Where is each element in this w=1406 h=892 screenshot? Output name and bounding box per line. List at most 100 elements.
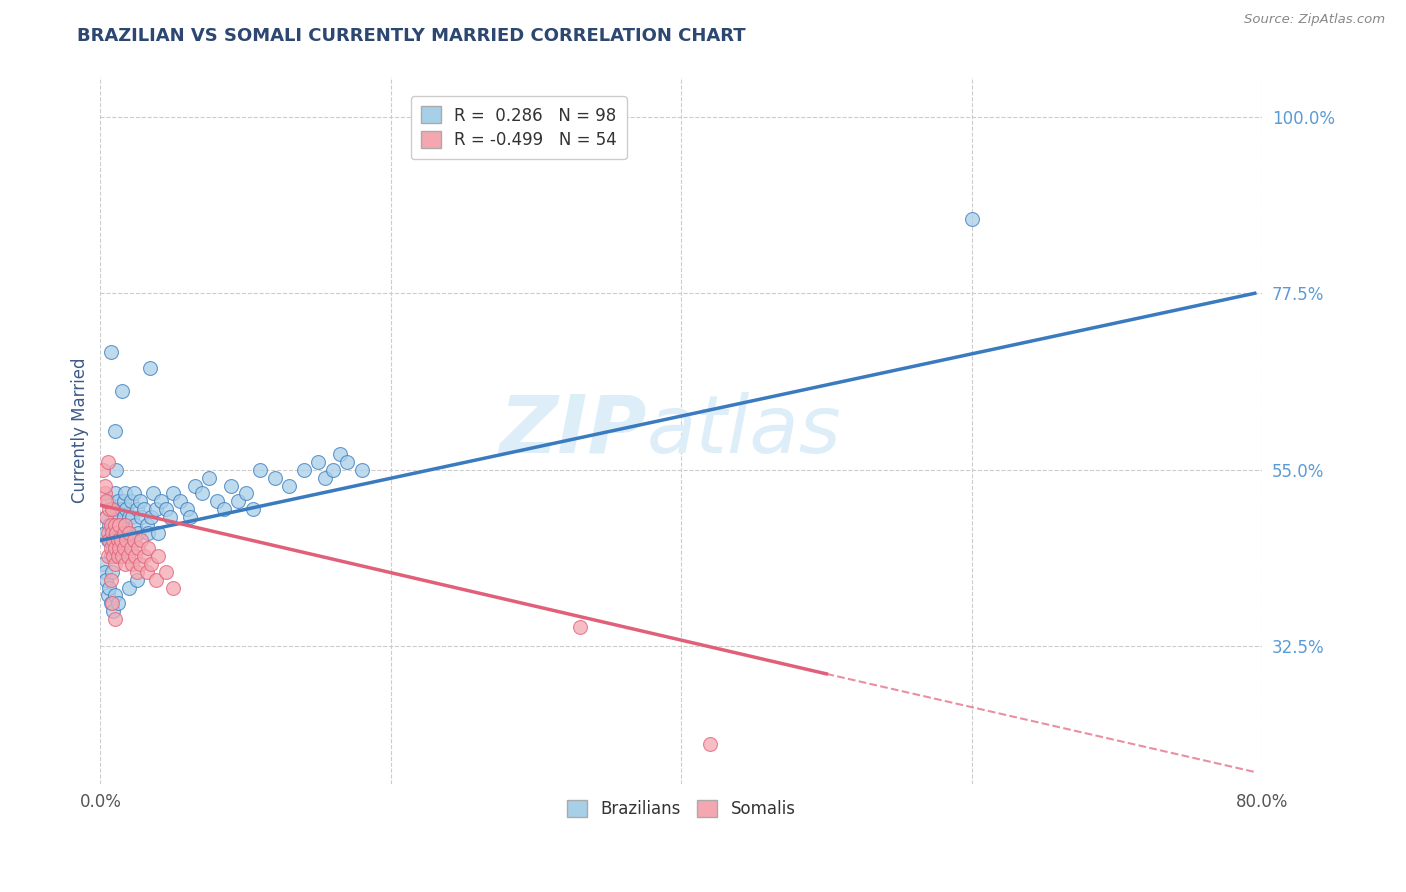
- Point: [96, 494, 118, 508]
- Point: [107, 596, 129, 610]
- Point: [112, 541, 135, 556]
- Text: atlas: atlas: [647, 392, 841, 469]
- Point: [129, 533, 152, 548]
- Point: [101, 596, 124, 610]
- Point: [159, 509, 181, 524]
- Point: [118, 525, 141, 540]
- Point: [155, 565, 177, 579]
- Point: [124, 517, 146, 532]
- Point: [110, 533, 132, 548]
- Point: [169, 494, 191, 508]
- Point: [105, 533, 128, 548]
- Point: [105, 525, 128, 540]
- Point: [100, 345, 122, 359]
- Point: [104, 557, 127, 571]
- Point: [122, 486, 145, 500]
- Point: [111, 549, 134, 563]
- Point: [100, 541, 122, 556]
- Point: [115, 533, 138, 548]
- Point: [350, 463, 373, 477]
- Point: [128, 494, 150, 508]
- Point: [101, 525, 124, 540]
- Point: [314, 471, 336, 485]
- Point: [120, 494, 142, 508]
- Point: [112, 494, 135, 508]
- Text: ZIP: ZIP: [499, 392, 647, 469]
- Point: [117, 533, 139, 548]
- Point: [117, 549, 139, 563]
- Point: [110, 517, 132, 532]
- Point: [960, 211, 983, 226]
- Point: [118, 509, 141, 524]
- Point: [103, 541, 125, 556]
- Point: [96, 509, 118, 524]
- Point: [148, 525, 170, 540]
- Point: [91, 557, 114, 571]
- Point: [111, 549, 134, 563]
- Point: [226, 494, 249, 508]
- Point: [107, 533, 129, 548]
- Point: [112, 525, 135, 540]
- Point: [135, 517, 157, 532]
- Point: [91, 463, 114, 477]
- Point: [115, 502, 138, 516]
- Point: [104, 424, 127, 438]
- Point: [135, 565, 157, 579]
- Point: [101, 502, 124, 516]
- Point: [100, 517, 122, 532]
- Point: [98, 517, 121, 532]
- Point: [125, 565, 148, 579]
- Text: Source: ZipAtlas.com: Source: ZipAtlas.com: [1244, 13, 1385, 27]
- Point: [110, 533, 132, 548]
- Point: [132, 502, 155, 516]
- Point: [101, 525, 124, 540]
- Point: [141, 557, 163, 571]
- Point: [108, 517, 131, 532]
- Point: [249, 463, 271, 477]
- Point: [132, 549, 155, 563]
- Point: [96, 509, 118, 524]
- Point: [307, 455, 329, 469]
- Point: [235, 486, 257, 500]
- Point: [105, 549, 128, 563]
- Point: [263, 471, 285, 485]
- Point: [104, 612, 127, 626]
- Point: [97, 455, 120, 469]
- Y-axis label: Currently Married: Currently Married: [72, 358, 89, 503]
- Point: [105, 502, 128, 516]
- Point: [191, 486, 214, 500]
- Point: [104, 525, 127, 540]
- Point: [219, 478, 242, 492]
- Point: [97, 533, 120, 548]
- Point: [107, 533, 129, 548]
- Point: [120, 541, 142, 556]
- Point: [118, 581, 141, 595]
- Point: [145, 502, 167, 516]
- Point: [93, 565, 115, 579]
- Point: [112, 533, 135, 548]
- Point: [111, 502, 134, 516]
- Point: [111, 384, 134, 399]
- Point: [162, 486, 184, 500]
- Point: [107, 549, 129, 563]
- Point: [155, 502, 177, 516]
- Point: [105, 463, 128, 477]
- Point: [100, 549, 122, 563]
- Point: [128, 557, 150, 571]
- Point: [568, 620, 591, 634]
- Point: [129, 509, 152, 524]
- Point: [138, 360, 160, 375]
- Point: [98, 533, 121, 548]
- Point: [179, 509, 201, 524]
- Legend: Brazilians, Somalis: Brazilians, Somalis: [560, 793, 803, 825]
- Point: [97, 588, 120, 602]
- Point: [114, 486, 136, 500]
- Point: [97, 494, 120, 508]
- Point: [93, 478, 115, 492]
- Point: [103, 549, 125, 563]
- Point: [96, 573, 118, 587]
- Point: [114, 517, 136, 532]
- Point: [98, 581, 121, 595]
- Point: [176, 502, 198, 516]
- Point: [103, 533, 125, 548]
